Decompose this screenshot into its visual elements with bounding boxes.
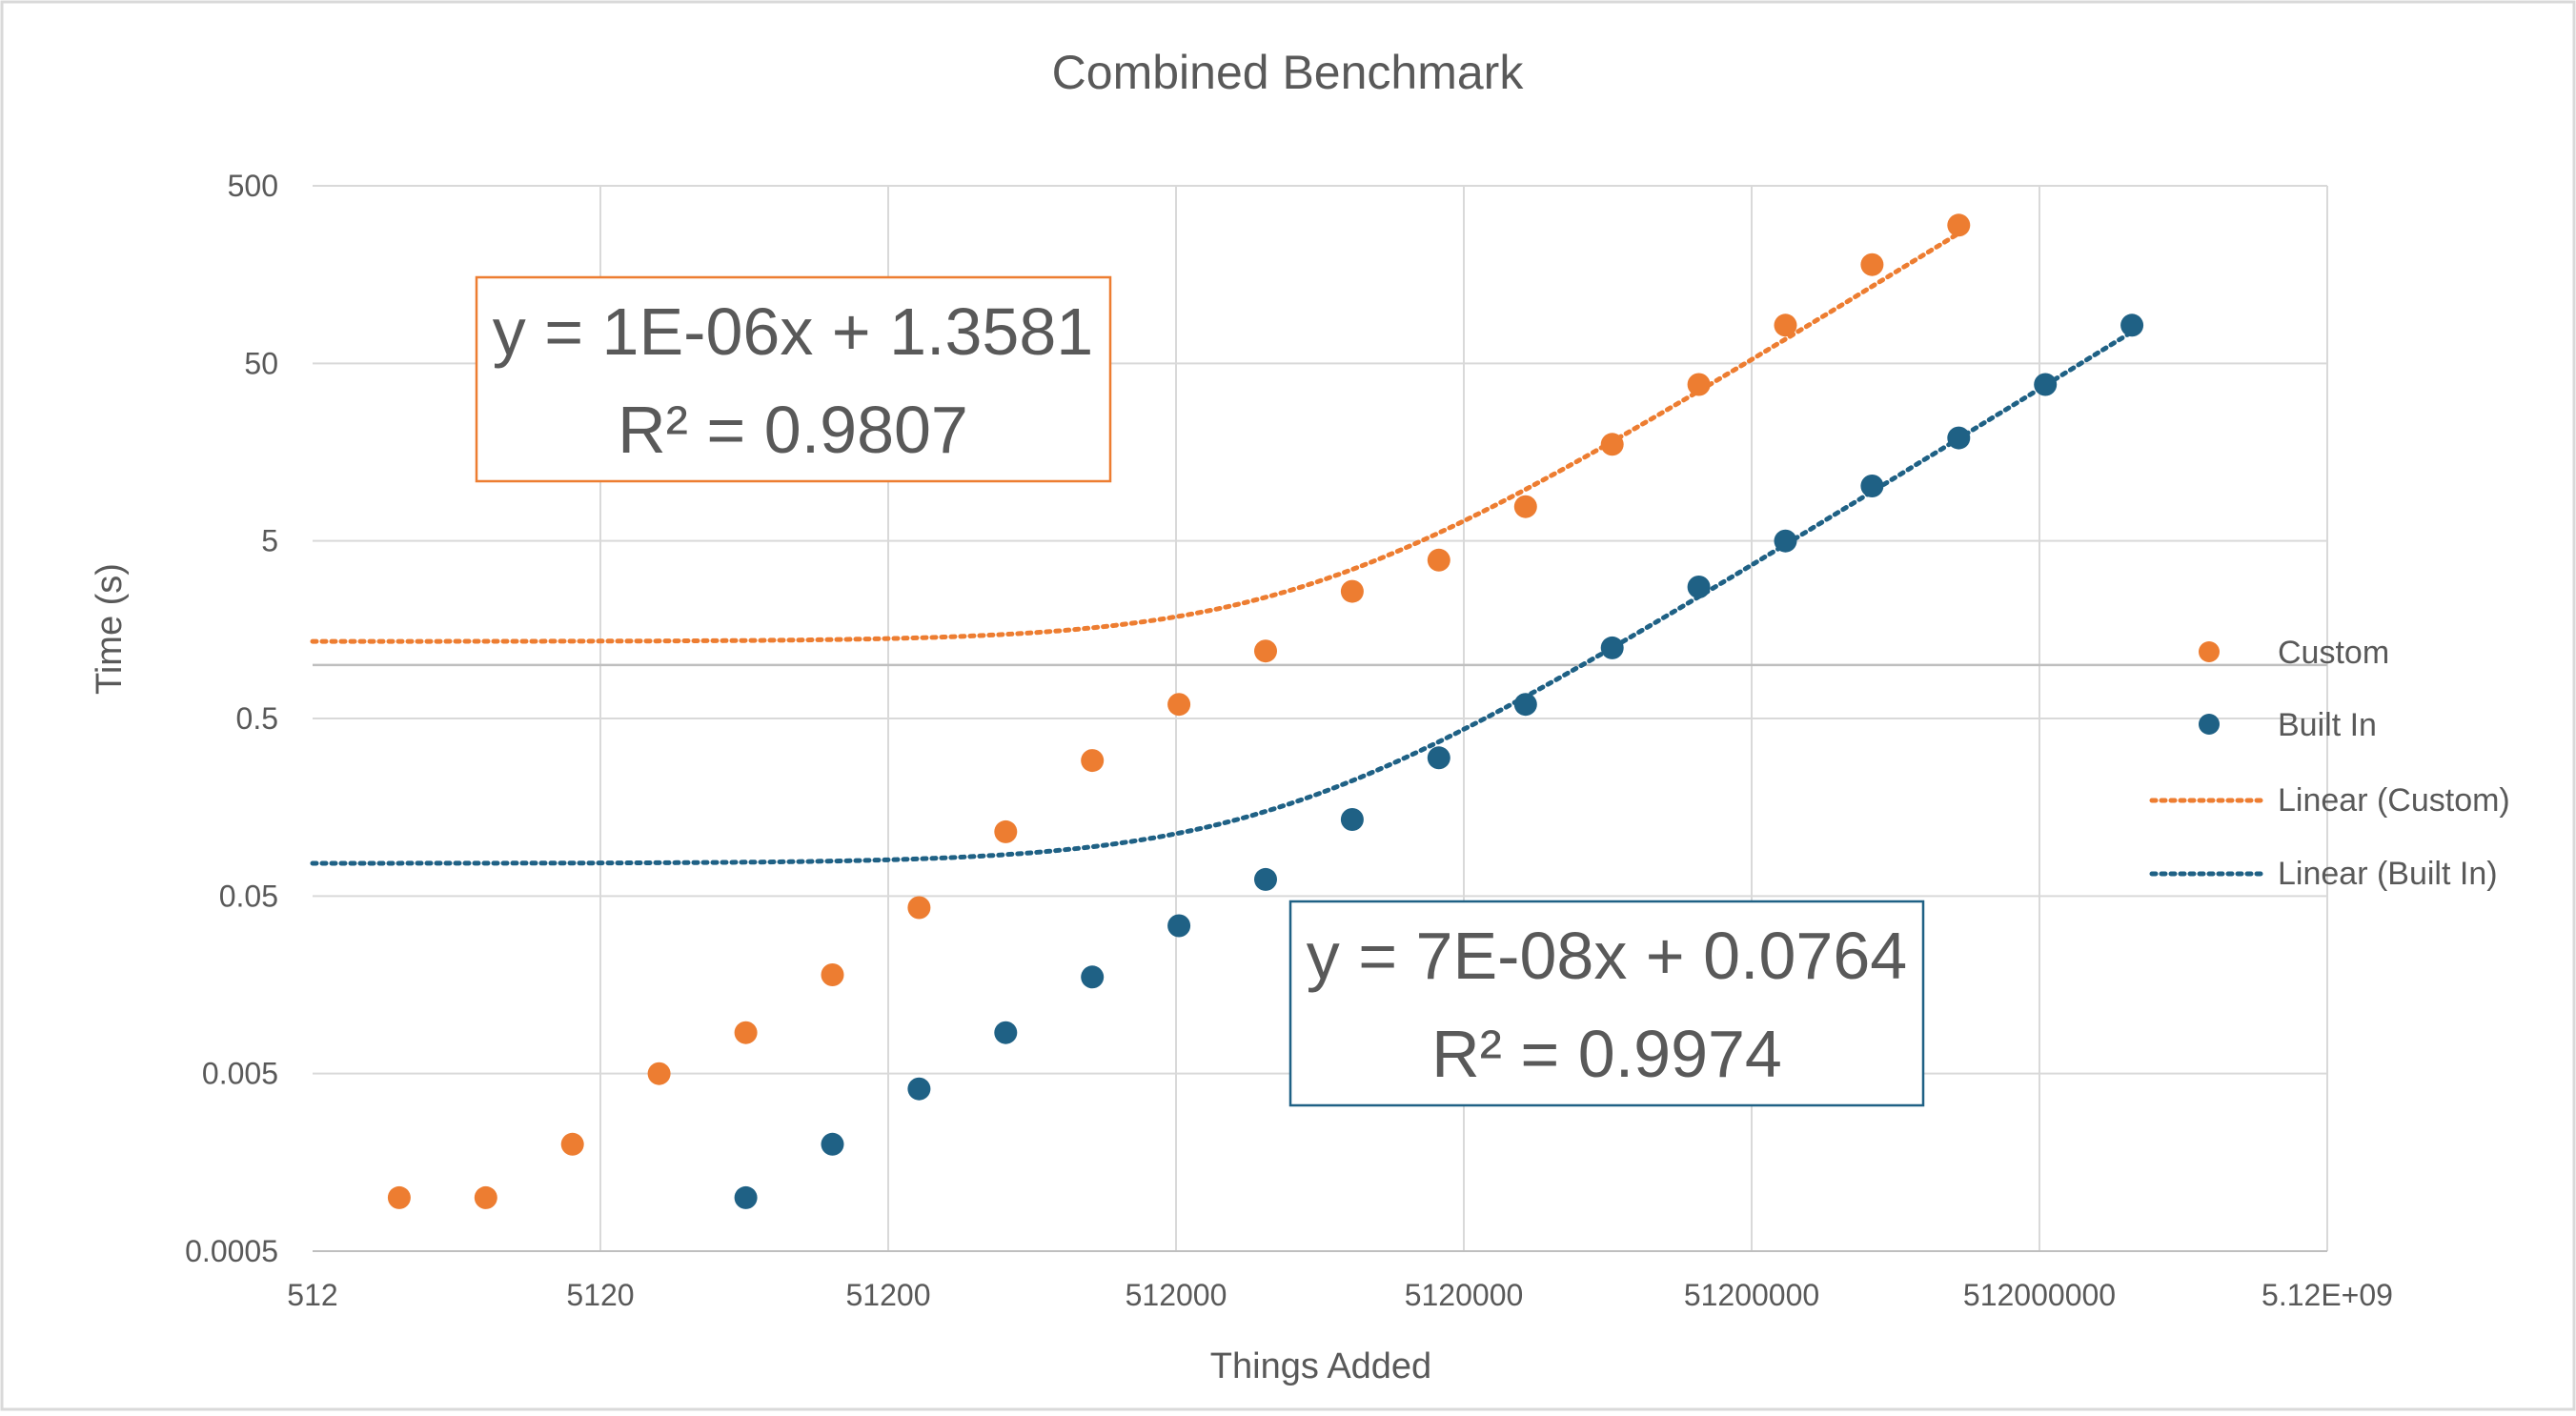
data-point-built-in bbox=[1081, 965, 1105, 989]
y-tick-label: 5 bbox=[261, 524, 278, 558]
data-point-built-in bbox=[1254, 867, 1277, 891]
custom-trend-label-box bbox=[475, 275, 1112, 483]
legend: Custom Built In Linear (Custom) Linear (… bbox=[2149, 635, 2510, 892]
custom-trend-label: y = 1E-06x + 1.3581 R² = 0.9807 bbox=[475, 275, 1112, 483]
x-tick-label: 512 bbox=[287, 1278, 337, 1312]
x-tick-label: 5120 bbox=[566, 1278, 634, 1312]
y-tick-label: 0.005 bbox=[202, 1057, 278, 1091]
data-point-built-in bbox=[1774, 529, 1797, 553]
legend-marker-built-in bbox=[2199, 714, 2220, 735]
y-tick-label: 0.5 bbox=[236, 701, 278, 736]
data-point-built-in bbox=[907, 1077, 931, 1101]
data-point-custom bbox=[1947, 213, 1971, 237]
y-axis-title: Time (s) bbox=[90, 563, 130, 695]
points-layer bbox=[387, 213, 2144, 1209]
data-point-custom bbox=[560, 1132, 584, 1156]
builtin-trend-label: y = 7E-08x + 0.0764 R² = 0.9974 bbox=[1288, 900, 1925, 1107]
data-point-custom bbox=[1340, 579, 1364, 603]
data-point-custom bbox=[1427, 548, 1450, 572]
x-tick-label: 51200 bbox=[846, 1278, 931, 1312]
legend-marker-custom bbox=[2199, 641, 2220, 662]
data-point-custom bbox=[734, 1021, 758, 1044]
data-point-custom bbox=[907, 896, 931, 920]
data-point-custom bbox=[1167, 693, 1191, 717]
data-point-built-in bbox=[1513, 693, 1537, 717]
data-point-built-in bbox=[1947, 426, 1971, 450]
data-point-built-in bbox=[734, 1185, 758, 1209]
y-tick-label: 0.0005 bbox=[185, 1234, 278, 1268]
data-point-custom bbox=[994, 819, 1018, 843]
y-tick-label: 0.05 bbox=[219, 879, 278, 913]
custom-trend-equation: y = 1E-06x + 1.3581 bbox=[493, 294, 1093, 369]
trendline-built-in bbox=[310, 329, 2135, 866]
axis-layer: 512 5120 51200 512000 5120000 51200000 5120000… bbox=[185, 169, 2393, 1312]
legend-label-built-in: Built In bbox=[2278, 707, 2377, 743]
custom-trend-r-squared: R² = 0.9807 bbox=[618, 393, 968, 467]
builtin-trend-r-squared: R² = 0.9974 bbox=[1431, 1017, 1782, 1091]
data-point-custom bbox=[1774, 314, 1797, 337]
data-point-custom bbox=[387, 1185, 411, 1209]
data-point-built-in bbox=[994, 1021, 1018, 1044]
trendline-layer bbox=[310, 231, 2135, 866]
x-tick-label: 51200000 bbox=[1684, 1278, 1819, 1312]
legend-label-custom: Custom bbox=[2278, 635, 2389, 671]
data-point-built-in bbox=[1427, 746, 1450, 770]
data-point-custom bbox=[1600, 433, 1624, 456]
legend-label-linear-custom: Linear (Custom) bbox=[2278, 782, 2510, 819]
builtin-trend-label-box bbox=[1288, 900, 1925, 1107]
data-point-custom bbox=[474, 1185, 497, 1209]
data-point-built-in bbox=[1340, 808, 1364, 831]
x-axis-title: Things Added bbox=[1210, 1346, 1431, 1386]
data-point-custom bbox=[647, 1062, 671, 1085]
data-point-custom bbox=[1081, 749, 1105, 773]
data-point-built-in bbox=[1600, 636, 1624, 659]
data-point-built-in bbox=[2120, 314, 2144, 337]
data-point-built-in bbox=[1687, 576, 1711, 598]
data-point-custom bbox=[1513, 495, 1537, 518]
data-point-built-in bbox=[821, 1132, 844, 1156]
data-point-custom bbox=[1254, 639, 1277, 663]
data-point-custom bbox=[1860, 253, 1884, 276]
x-tick-label: 5120000 bbox=[1405, 1278, 1524, 1312]
x-tick-label: 5.12E+09 bbox=[2262, 1278, 2393, 1312]
trendline-custom bbox=[310, 231, 1961, 644]
data-point-built-in bbox=[2034, 373, 2058, 396]
data-point-custom bbox=[1687, 373, 1711, 396]
x-tick-label: 512000000 bbox=[1963, 1278, 2116, 1312]
legend-label-linear-built-in: Linear (Built In) bbox=[2278, 856, 2498, 892]
data-point-built-in bbox=[1167, 914, 1191, 938]
y-tick-label: 500 bbox=[228, 169, 278, 203]
x-tick-label: 512000 bbox=[1126, 1278, 1227, 1312]
data-point-built-in bbox=[1860, 475, 1884, 497]
chart-title: Combined Benchmark bbox=[1052, 46, 1525, 99]
y-tick-label: 50 bbox=[244, 346, 278, 380]
builtin-trend-equation: y = 7E-08x + 0.0764 bbox=[1307, 919, 1907, 993]
data-point-custom bbox=[821, 963, 844, 986]
